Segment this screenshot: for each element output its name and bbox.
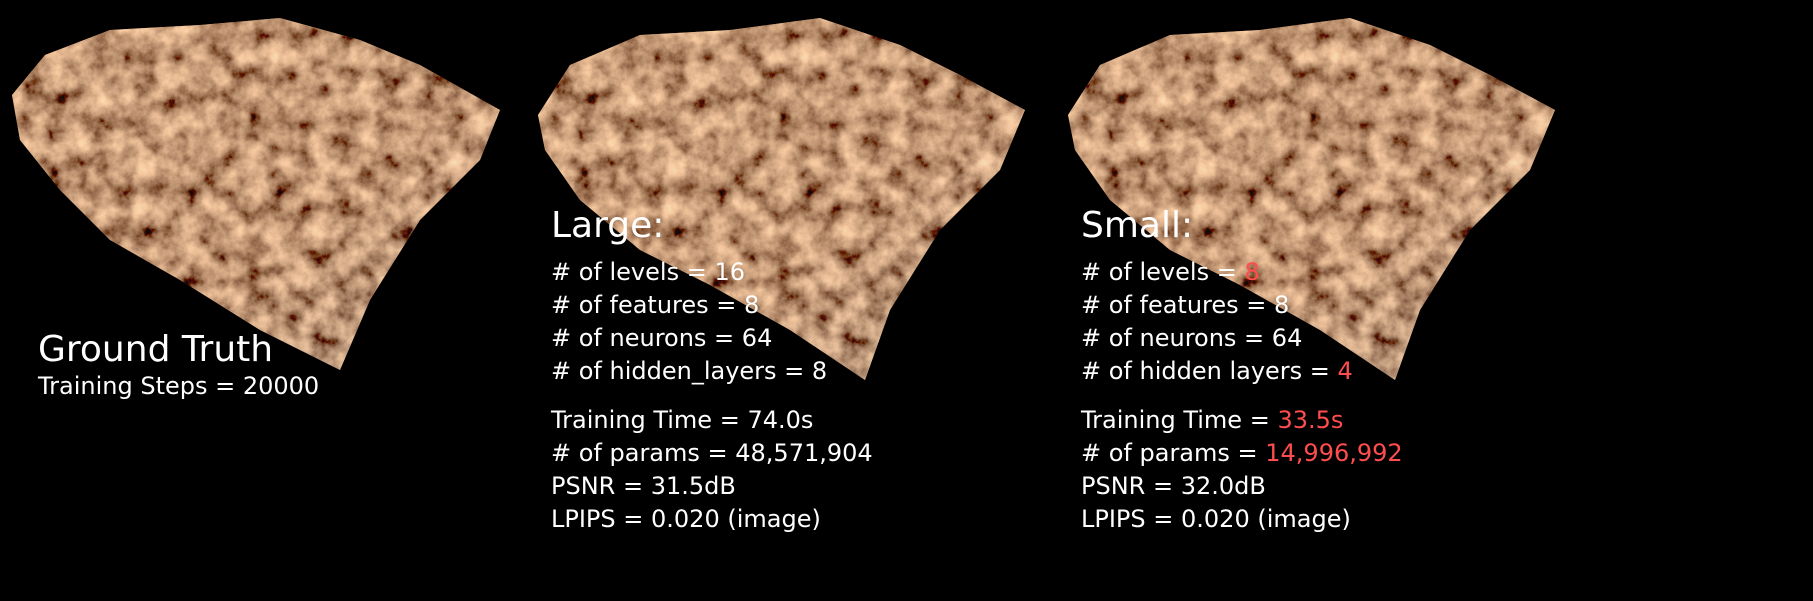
panel-ground-truth: Ground Truth Training Steps = 20000 bbox=[0, 0, 600, 601]
small-model-render bbox=[1068, 18, 1555, 380]
ground-truth-render bbox=[12, 18, 500, 370]
panel-large: Large: # of levels = 16 # of features = … bbox=[530, 0, 1130, 601]
stat-line: PSNR = 32.0dB bbox=[1081, 472, 1266, 500]
training-steps-line: Training Steps = 20000 bbox=[38, 372, 320, 400]
stat-line: Training Time = 33.5s bbox=[1081, 406, 1344, 434]
param-line: # of levels = 16 bbox=[551, 258, 745, 286]
panel-heading: Ground Truth bbox=[38, 329, 274, 370]
stat-line: # of params = 48,571,904 bbox=[551, 439, 873, 467]
param-line: # of hidden_layers = 8 bbox=[551, 357, 828, 385]
stat-line: LPIPS = 0.020 (image) bbox=[1081, 505, 1351, 533]
stat-line: PSNR = 31.5dB bbox=[551, 472, 736, 500]
stat-line: # of params = 14,996,992 bbox=[1081, 439, 1403, 467]
panel-small: Small: # of levels = 8 # of features = 8… bbox=[1060, 0, 1660, 601]
highlighted-value: 33.5s bbox=[1277, 406, 1344, 434]
highlighted-value: 14,996,992 bbox=[1265, 439, 1403, 467]
large-model-render bbox=[538, 18, 1025, 380]
highlighted-value: 8 bbox=[1244, 258, 1260, 286]
param-line: # of neurons = 64 bbox=[551, 324, 773, 352]
param-line: # of neurons = 64 bbox=[1081, 324, 1303, 352]
highlighted-value: 4 bbox=[1337, 357, 1353, 385]
panel-heading: Large: bbox=[551, 205, 665, 246]
param-line: # of features = 8 bbox=[551, 291, 760, 319]
param-line: # of hidden layers = 4 bbox=[1081, 357, 1353, 385]
panel-heading: Small: bbox=[1081, 205, 1194, 246]
param-line: # of features = 8 bbox=[1081, 291, 1290, 319]
param-line: # of levels = 8 bbox=[1081, 258, 1260, 286]
stat-line: LPIPS = 0.020 (image) bbox=[551, 505, 821, 533]
stat-line: Training Time = 74.0s bbox=[551, 406, 814, 434]
